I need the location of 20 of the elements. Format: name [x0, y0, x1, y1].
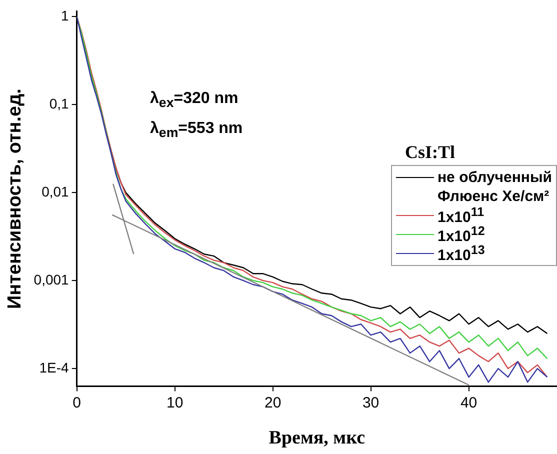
y-tick-label: 0,01 [42, 184, 70, 200]
x-tick-label: 10 [166, 394, 184, 412]
legend-label: 1x10$^{12}$ [438, 224, 485, 245]
y-axis-title: Интенсивность, отн.ед. [4, 88, 26, 310]
legend-title: Флюенс Xe/см² [436, 187, 550, 206]
x-tick-label: 40 [460, 394, 478, 412]
x-axis-title: Время, мкс [268, 428, 366, 449]
annotation: λ$_{em}$=553 nm [150, 120, 243, 140]
x-tick-label: 30 [362, 394, 380, 412]
legend-label: 1x10$^{13}$ [438, 243, 485, 264]
x-tick-label: 0 [72, 394, 82, 412]
legend-label: не облученный [438, 169, 552, 186]
x-tick-label: 20 [264, 394, 282, 412]
annotation: CsI:Tl [405, 142, 456, 163]
y-tick-label: 0,001 [34, 271, 70, 288]
y-tick-label: 0,1 [49, 96, 70, 112]
legend-label: 1x10$^{11}$ [438, 205, 484, 226]
annotation: λ$_{ex}$=320 nm [150, 90, 238, 110]
y-tick-label: 1E-4 [39, 359, 70, 376]
y-tick-label: 1 [61, 8, 70, 24]
